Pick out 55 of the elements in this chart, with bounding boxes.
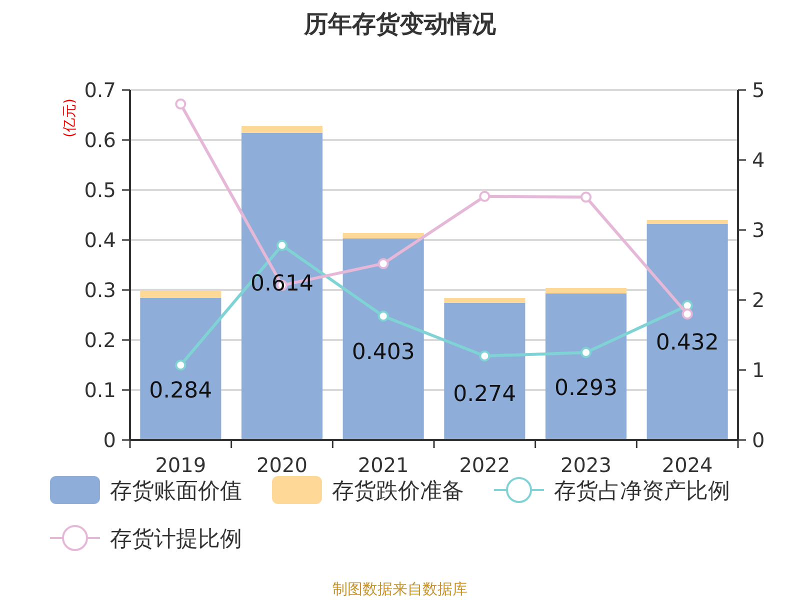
- bar: [241, 126, 323, 133]
- legend-label: 存货占净资产比例: [554, 479, 730, 504]
- point: [175, 360, 186, 371]
- point: [580, 192, 592, 203]
- point: [682, 308, 693, 320]
- bar: [342, 238, 424, 440]
- bar: [140, 298, 222, 440]
- bar: [444, 298, 526, 303]
- point: [580, 347, 592, 358]
- y2-tick-label: 1: [752, 358, 765, 382]
- chart-title: 历年存货变动情况: [303, 10, 497, 38]
- y2-tick-label: 4: [752, 148, 765, 172]
- data-label: 0.293: [554, 376, 618, 401]
- y-tick-label: 0: [103, 428, 116, 452]
- point: [378, 310, 389, 322]
- bar: [140, 291, 222, 298]
- x-tick-label: 2022: [459, 453, 510, 477]
- point: [276, 240, 288, 251]
- data-label: 0.403: [352, 340, 415, 366]
- bar: [545, 288, 627, 294]
- x-tick-label: 2021: [358, 453, 409, 477]
- y2-tick-label: 0: [752, 428, 765, 452]
- data-label: 0.274: [453, 382, 516, 407]
- bar: [342, 233, 424, 238]
- x-tick-label: 2020: [256, 453, 308, 477]
- x-tick-label: 2019: [155, 453, 206, 477]
- y-tick-label: 0.1: [84, 378, 116, 402]
- legend-label: 存货跌价准备: [332, 479, 464, 504]
- point: [479, 190, 490, 202]
- bar: [646, 224, 728, 440]
- y-tick-label: 0.7: [84, 78, 116, 102]
- x-tick-label: 2023: [560, 453, 612, 477]
- y2-tick-label: 2: [752, 288, 765, 312]
- point: [378, 258, 389, 270]
- y-tick-label: 0.2: [84, 328, 116, 352]
- bar: [444, 303, 526, 440]
- point: [479, 350, 490, 362]
- data-label: 0.614: [250, 271, 314, 296]
- bar: [646, 220, 728, 224]
- bar: [545, 294, 627, 440]
- point: [175, 98, 186, 110]
- y-tick-label: 0.3: [84, 278, 116, 302]
- y2-tick-label: 5: [752, 78, 765, 102]
- data-label: 0.284: [149, 378, 212, 404]
- y-axis-title: (亿元): [62, 98, 78, 138]
- bar: [241, 133, 323, 440]
- legend-label: 存货计提比例: [110, 527, 242, 552]
- y2-tick-label: 3: [752, 218, 765, 242]
- x-tick-label: 2024: [662, 453, 713, 477]
- y-tick-label: 0.4: [84, 228, 116, 252]
- legend-label: 存货账面价值: [110, 479, 242, 504]
- y-tick-label: 0.5: [84, 178, 116, 202]
- y-tick-label: 0.6: [84, 128, 116, 152]
- text: 制图数据来自数据库: [332, 580, 468, 598]
- data-label: 0.432: [656, 330, 719, 356]
